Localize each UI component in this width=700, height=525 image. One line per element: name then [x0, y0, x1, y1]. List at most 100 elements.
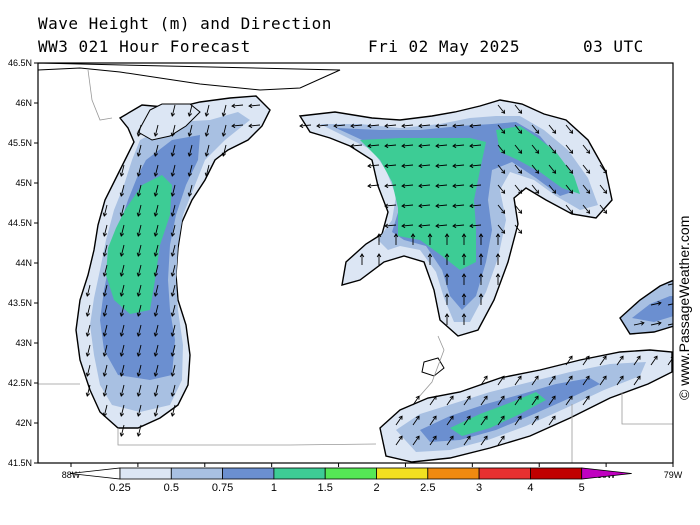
- wave-arrow: [136, 324, 142, 337]
- wave-arrow: [418, 223, 431, 229]
- wave-arrow: [514, 395, 522, 406]
- wave-arrow: [514, 375, 522, 386]
- wave-arrow: [248, 123, 261, 129]
- colorbar-swatch: [427, 467, 480, 480]
- wave-arrow: [153, 324, 159, 337]
- wave-arrow: [495, 253, 501, 265]
- wave-arrow: [582, 184, 591, 194]
- wave-arrow: [153, 244, 159, 257]
- wave-arrow: [136, 204, 142, 217]
- lon-tick-label: 79W: [664, 470, 683, 480]
- lat-tick-label: 46N: [15, 98, 32, 108]
- wave-arrow: [367, 163, 380, 169]
- erie-band-1: [450, 392, 546, 436]
- colorbar-swatch: [478, 467, 531, 480]
- wave-arrow: [119, 184, 125, 197]
- wave-arrow: [478, 253, 484, 265]
- wave-arrow: [350, 143, 363, 149]
- wave-arrow: [429, 395, 437, 406]
- wave-arrow: [565, 355, 573, 366]
- wave-arrow: [444, 233, 450, 245]
- wave-arrow: [469, 183, 482, 189]
- wave-arrow: [376, 253, 382, 265]
- wave-arrow: [401, 143, 414, 149]
- wave-arrow: [170, 264, 176, 277]
- wave-arrow: [119, 404, 125, 417]
- lat-tick-label: 45.5N: [8, 138, 32, 148]
- wave-arrow: [514, 184, 523, 194]
- wave-arrow: [650, 355, 658, 366]
- colorbar-swatch: [119, 467, 172, 480]
- wave-arrow: [412, 395, 420, 406]
- wave-arrow: [119, 224, 125, 237]
- wave-arrow: [548, 415, 556, 426]
- wave-arrow: [427, 253, 433, 265]
- lon-tick-label: 88W: [62, 470, 81, 480]
- wave-arrow: [153, 164, 159, 177]
- wave-arrow: [427, 233, 433, 245]
- wave-arrow: [582, 395, 590, 406]
- wave-arrow: [187, 124, 193, 137]
- wave-arrow: [478, 293, 484, 305]
- wave-arrow: [401, 123, 414, 129]
- colorbar-label: 1.5: [318, 482, 333, 494]
- wave-arrow: [418, 183, 431, 189]
- wave-arrow: [170, 164, 176, 177]
- lat-tick-label: 44.5N: [8, 218, 32, 228]
- wave-arrow: [514, 104, 523, 114]
- wave-arrow: [136, 144, 142, 157]
- wave-arrow: [367, 183, 380, 189]
- wave-arrow: [461, 253, 467, 265]
- wave-arrow: [136, 164, 142, 177]
- latitude-axis: 46.5N 46N 45.5N 45N 44.5N 44N 43.5N 43N 42.5N 42N…: [8, 58, 38, 468]
- wave-arrow: [119, 284, 125, 297]
- wave-arrow: [102, 204, 108, 217]
- wave-arrow: [478, 233, 484, 245]
- wave-arrow: [565, 184, 574, 194]
- wave-arrow: [565, 144, 574, 154]
- wave-arrow: [393, 233, 399, 245]
- wave-arrow: [85, 324, 91, 337]
- wave-direction-arrows: [85, 103, 673, 446]
- wave-arrow: [497, 104, 506, 114]
- wave-arrow: [435, 143, 448, 149]
- wave-arrow: [452, 183, 465, 189]
- wave-arrow: [565, 164, 574, 174]
- wave-arrow: [435, 163, 448, 169]
- wave-arrow: [85, 344, 91, 357]
- lat-tick-label: 42N: [15, 418, 32, 428]
- wave-arrow: [153, 184, 159, 197]
- wave-arrow: [650, 321, 662, 326]
- wave-arrow: [204, 104, 210, 117]
- wave-arrow: [367, 143, 380, 149]
- ontario-band-075: [632, 296, 673, 322]
- colorbar-swatch: [170, 467, 224, 480]
- wave-arrow: [633, 355, 641, 366]
- wave-arrow: [170, 224, 176, 237]
- wave-arrow: [480, 415, 488, 426]
- wave-arrow: [478, 273, 484, 285]
- lat-tick-label: 46.5N: [8, 58, 32, 68]
- wave-arrow: [469, 123, 482, 129]
- wave-arrow: [418, 163, 431, 169]
- wave-arrow: [461, 233, 467, 245]
- colorbar-label: 0.25: [109, 482, 130, 494]
- wave-arrow: [153, 404, 159, 417]
- wave-arrow: [497, 395, 505, 406]
- wave-arrow: [170, 104, 176, 117]
- wave-arrow: [616, 375, 624, 386]
- wave-arrow: [102, 284, 108, 297]
- wave-arrow: [102, 324, 108, 337]
- wave-arrow: [531, 164, 540, 174]
- wave-arrow: [497, 375, 505, 386]
- wave-arrow: [170, 364, 176, 377]
- huron-band-1: [360, 138, 486, 270]
- wave-arrow: [119, 424, 125, 437]
- wave-arrow: [446, 415, 454, 426]
- wave-arrow: [410, 233, 416, 245]
- wave-arrow: [497, 144, 506, 154]
- political-borders: [38, 69, 673, 463]
- wave-arrow: [531, 144, 540, 154]
- wave-arrow: [599, 204, 608, 214]
